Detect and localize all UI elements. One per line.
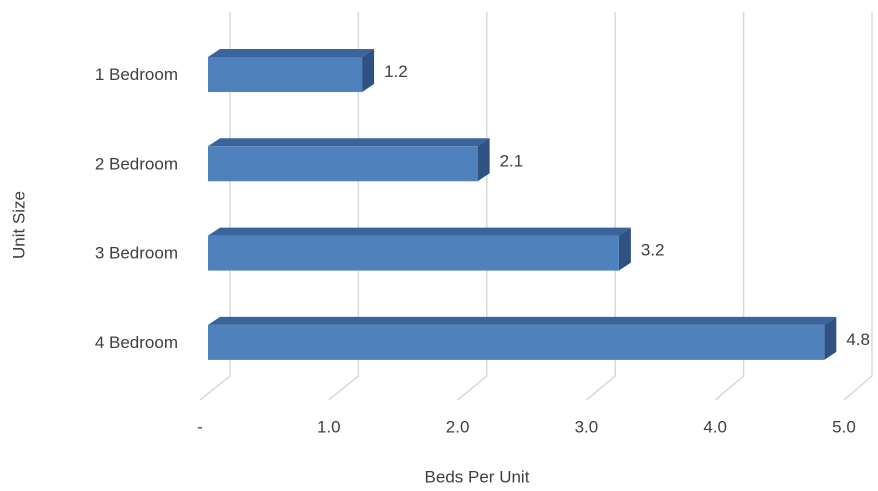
x-tick-label: 1.0 <box>317 417 341 436</box>
bar-front <box>208 235 619 271</box>
grid-line <box>585 12 616 401</box>
y-tick-label: 2 Bedroom <box>95 154 178 173</box>
bar-front <box>208 146 478 182</box>
bar <box>208 49 375 92</box>
bar-side <box>477 138 490 182</box>
bar-front <box>208 57 363 92</box>
bar-side <box>824 316 837 360</box>
bar <box>208 316 837 360</box>
grid-line <box>457 12 488 401</box>
grid-line <box>714 12 745 401</box>
bar-top <box>208 49 375 57</box>
y-tick-label: 1 Bedroom <box>95 65 178 84</box>
y-tick-label: 4 Bedroom <box>95 333 178 352</box>
bar-side <box>362 49 375 92</box>
x-tick-label: 5.0 <box>832 417 856 436</box>
y-axis-title: Unit Size <box>9 191 28 259</box>
bar-front <box>208 324 825 360</box>
data-label: 4.8 <box>846 330 870 349</box>
bar-top <box>208 227 631 236</box>
y-tick-label: 3 Bedroom <box>95 244 178 263</box>
grid-line <box>843 12 873 401</box>
x-tick-label: - <box>197 417 203 436</box>
x-tick-label: 4.0 <box>703 417 727 436</box>
grid-line <box>328 12 360 401</box>
bar <box>208 138 490 182</box>
bar <box>208 227 631 271</box>
bar-side <box>618 227 631 271</box>
data-label: 3.2 <box>641 241 665 260</box>
grid-line <box>199 12 231 401</box>
x-tick-label: 2.0 <box>446 417 470 436</box>
x-axis-title: Beds Per Unit <box>425 467 530 486</box>
x-tick-label: 3.0 <box>575 417 599 436</box>
bar-top <box>208 316 837 325</box>
data-label: 1.2 <box>384 62 408 81</box>
data-label: 2.1 <box>500 151 524 170</box>
bar-top <box>208 138 490 147</box>
